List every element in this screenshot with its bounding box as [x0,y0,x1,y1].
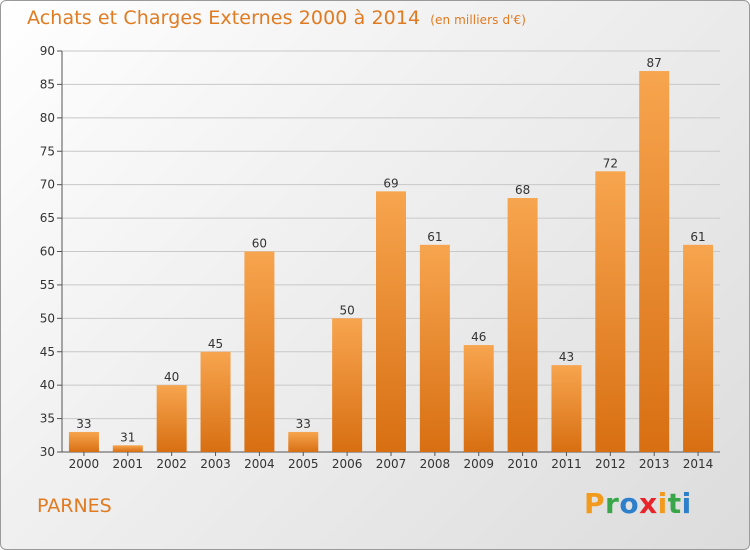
logo-letter: i [657,487,668,520]
bar [419,244,450,452]
bar [156,385,187,452]
commune-name: PARNES [37,495,112,517]
x-tick-label: 2013 [639,457,670,471]
bar-value-label: 69 [383,176,398,190]
bar-value-label: 40 [164,370,179,384]
bar-value-label: 43 [559,350,574,364]
x-tick-label: 2007 [376,457,407,471]
logo-letter: t [667,487,682,520]
bar [683,244,714,452]
y-tick-label: 55 [40,278,55,292]
x-tick-label: 2008 [420,457,451,471]
logo-letter: r [605,487,620,520]
y-tick-label: 70 [40,178,55,192]
y-tick-label: 75 [40,144,55,158]
x-tick-label: 2011 [551,457,582,471]
y-tick-label: 65 [40,211,55,225]
x-tick-label: 2003 [200,457,231,471]
bar-value-label: 61 [690,230,705,244]
bar [68,431,99,452]
x-tick-label: 2000 [69,457,100,471]
x-tick-label: 2002 [156,457,187,471]
logo-letter: i [681,487,692,520]
labels: 30 35 40 45 50 55 60 65 70 75 80 85 90 33 2000 31 2001 40… [40,44,714,471]
x-tick-label: 2001 [113,457,144,471]
bar [112,445,143,452]
bar-value-label: 61 [427,230,442,244]
x-tick-label: 2014 [683,457,714,471]
y-tick-label: 60 [40,245,55,259]
y-tick-label: 30 [40,445,55,459]
bar [639,71,670,453]
bar [200,351,231,452]
y-tick-label: 50 [40,311,55,325]
y-tick-label: 90 [40,44,55,58]
proxiti-logo: Proxiti [584,487,692,520]
bar [288,431,319,452]
bar-value-label: 46 [471,330,486,344]
chart-subtitle: (en milliers d'€) [430,13,527,27]
x-tick-label: 2004 [244,457,275,471]
x-tick-label: 2005 [288,457,319,471]
bar [332,318,363,452]
bar [507,198,538,452]
bar-value-label: 45 [208,337,223,351]
bar [551,365,582,452]
x-tick-label: 2010 [507,457,538,471]
bar [244,251,275,452]
bar-value-label: 87 [647,56,662,70]
bar [376,191,406,452]
bar-value-label: 60 [252,237,267,251]
bar [463,345,494,452]
y-tick-label: 85 [40,77,55,91]
bar [595,171,626,453]
chart-title: Achats et Charges Externes 2000 à 2014 (e… [27,7,526,29]
bars [68,71,714,453]
x-tick-label: 2006 [332,457,363,471]
bar-value-label: 31 [120,430,135,444]
y-tick-label: 45 [40,345,55,359]
logo-letter: o [619,487,640,520]
logo-letter: P [584,487,606,520]
y-tick-label: 40 [40,378,55,392]
bar-value-label: 68 [515,183,530,197]
x-tick-label: 2009 [463,457,494,471]
bar-value-label: 33 [76,417,91,431]
y-tick-label: 35 [40,412,55,426]
chart-title-text: Achats et Charges Externes 2000 à 2014 [27,7,421,29]
bar-value-label: 33 [296,417,311,431]
x-tick-label: 2012 [595,457,626,471]
y-tick-label: 80 [40,111,55,125]
logo-letter: x [639,487,658,520]
bar-value-label: 72 [603,156,618,170]
bar-value-label: 50 [339,303,354,317]
